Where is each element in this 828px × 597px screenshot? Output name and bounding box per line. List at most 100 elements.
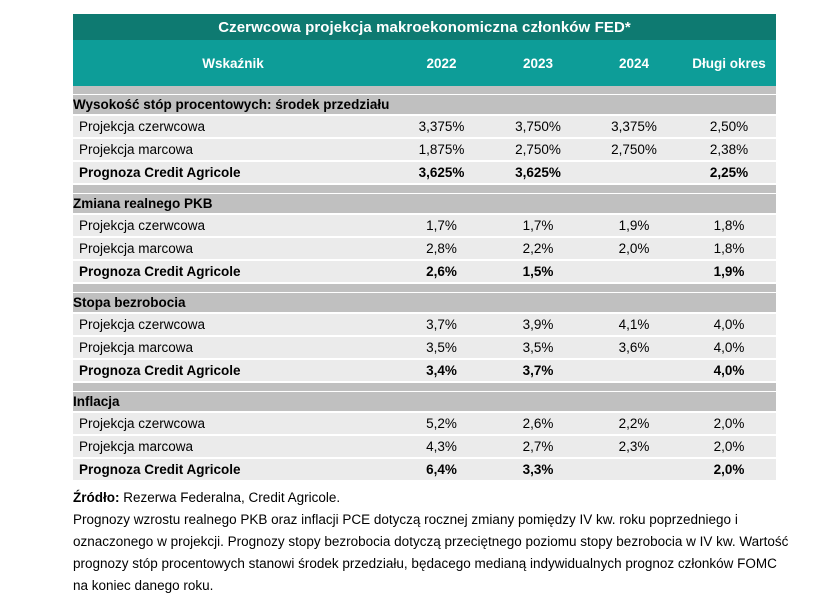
fed-projection-table-container: Czerwcowa projekcja makroekonomiczna czł… xyxy=(73,14,777,482)
source-line: Źródło: Rezerwa Federalna, Credit Agrico… xyxy=(73,487,793,509)
row-label: Projekcja marcowa xyxy=(73,436,393,459)
table-body: Wysokość stóp procentowych: środek przed… xyxy=(73,86,777,482)
value-cell: 5,2% xyxy=(393,413,490,436)
value-cell xyxy=(586,162,682,185)
section-spacer-row xyxy=(73,383,777,392)
table-row: Projekcja czerwcowa 1,7% 1,7% 1,9% 1,8% xyxy=(73,215,777,238)
row-label: Projekcja czerwcowa xyxy=(73,314,393,337)
value-cell: 3,7% xyxy=(393,314,490,337)
section-header: Stopa bezrobocia xyxy=(73,293,777,314)
value-cell: 2,750% xyxy=(586,139,682,162)
value-cell: 2,25% xyxy=(682,162,777,185)
section-header-row: Wysokość stóp procentowych: środek przed… xyxy=(73,95,777,116)
source-label: Źródło: xyxy=(73,490,120,505)
value-cell: 1,5% xyxy=(490,261,586,284)
value-cell: 2,6% xyxy=(393,261,490,284)
value-cell: 1,875% xyxy=(393,139,490,162)
row-label: Projekcja marcowa xyxy=(73,337,393,360)
section-header-row: Zmiana realnego PKB xyxy=(73,194,777,215)
value-cell: 2,50% xyxy=(682,116,777,139)
value-cell xyxy=(586,459,682,482)
table-title-row: Czerwcowa projekcja makroekonomiczna czł… xyxy=(73,14,777,40)
column-header-2022: 2022 xyxy=(393,40,490,86)
value-cell: 2,6% xyxy=(490,413,586,436)
row-label: Prognoza Credit Agricole xyxy=(73,162,393,185)
value-cell: 4,1% xyxy=(586,314,682,337)
value-cell: 6,4% xyxy=(393,459,490,482)
value-cell: 1,9% xyxy=(586,215,682,238)
section-header: Zmiana realnego PKB xyxy=(73,194,777,215)
section-spacer xyxy=(73,86,777,95)
column-header-2023: 2023 xyxy=(490,40,586,86)
value-cell: 2,2% xyxy=(586,413,682,436)
value-cell: 4,3% xyxy=(393,436,490,459)
row-label: Projekcja czerwcowa xyxy=(73,116,393,139)
value-cell: 3,625% xyxy=(393,162,490,185)
value-cell: 4,0% xyxy=(682,314,777,337)
table-row: Prognoza Credit Agricole 3,625% 3,625% 2,25… xyxy=(73,162,777,185)
value-cell: 2,38% xyxy=(682,139,777,162)
value-cell: 3,4% xyxy=(393,360,490,383)
section-header-row: Inflacja xyxy=(73,392,777,413)
value-cell: 2,0% xyxy=(682,413,777,436)
value-cell: 3,7% xyxy=(490,360,586,383)
section-spacer xyxy=(73,185,777,194)
section-spacer-row xyxy=(73,185,777,194)
methodology-note: Prognozy wzrostu realnego PKB oraz infla… xyxy=(73,512,789,593)
column-header-long-run: Długi okres xyxy=(682,40,777,86)
row-label: Projekcja czerwcowa xyxy=(73,413,393,436)
value-cell: 2,750% xyxy=(490,139,586,162)
row-label: Projekcja marcowa xyxy=(73,238,393,261)
table-row: Prognoza Credit Agricole 2,6% 1,5% 1,9% xyxy=(73,261,777,284)
value-cell: 2,8% xyxy=(393,238,490,261)
section-spacer xyxy=(73,383,777,392)
table-row: Projekcja marcowa 4,3% 2,7% 2,3% 2,0% xyxy=(73,436,777,459)
table-row: Projekcja marcowa 3,5% 3,5% 3,6% 4,0% xyxy=(73,337,777,360)
row-label: Prognoza Credit Agricole xyxy=(73,360,393,383)
section-header: Wysokość stóp procentowych: środek przed… xyxy=(73,95,777,116)
value-cell: 2,3% xyxy=(586,436,682,459)
table-title: Czerwcowa projekcja makroekonomiczna czł… xyxy=(73,14,777,40)
table-row: Projekcja marcowa 1,875% 2,750% 2,750% 2,38% xyxy=(73,139,777,162)
value-cell: 3,5% xyxy=(490,337,586,360)
value-cell: 3,5% xyxy=(393,337,490,360)
column-header-indicator: Wskaźnik xyxy=(73,40,393,86)
row-label: Projekcja czerwcowa xyxy=(73,215,393,238)
section-spacer-row xyxy=(73,86,777,95)
table-row: Projekcja czerwcowa 5,2% 2,6% 2,2% 2,0% xyxy=(73,413,777,436)
value-cell: 2,2% xyxy=(490,238,586,261)
row-label: Projekcja marcowa xyxy=(73,139,393,162)
value-cell: 1,7% xyxy=(393,215,490,238)
value-cell: 1,7% xyxy=(490,215,586,238)
value-cell: 2,7% xyxy=(490,436,586,459)
section-spacer-row xyxy=(73,284,777,293)
table-row: Prognoza Credit Agricole 3,4% 3,7% 4,0% xyxy=(73,360,777,383)
row-label: Prognoza Credit Agricole xyxy=(73,459,393,482)
value-cell: 2,0% xyxy=(586,238,682,261)
section-spacer xyxy=(73,284,777,293)
value-cell: 3,375% xyxy=(393,116,490,139)
value-cell: 1,8% xyxy=(682,215,777,238)
value-cell: 2,0% xyxy=(682,459,777,482)
value-cell: 1,8% xyxy=(682,238,777,261)
value-cell: 3,625% xyxy=(490,162,586,185)
value-cell: 3,750% xyxy=(490,116,586,139)
table-row: Projekcja czerwcowa 3,7% 3,9% 4,1% 4,0% xyxy=(73,314,777,337)
fed-projection-table: Czerwcowa projekcja makroekonomiczna czł… xyxy=(73,14,777,482)
table-row: Prognoza Credit Agricole 6,4% 3,3% 2,0% xyxy=(73,459,777,482)
row-label: Prognoza Credit Agricole xyxy=(73,261,393,284)
column-header-2024: 2024 xyxy=(586,40,682,86)
table-row: Projekcja czerwcowa 3,375% 3,750% 3,375% 2,5… xyxy=(73,116,777,139)
value-cell: 1,9% xyxy=(682,261,777,284)
value-cell: 3,9% xyxy=(490,314,586,337)
value-cell: 4,0% xyxy=(682,360,777,383)
value-cell xyxy=(586,261,682,284)
column-header-row: Wskaźnik 2022 2023 2024 Długi okres xyxy=(73,40,777,86)
value-cell: 2,0% xyxy=(682,436,777,459)
section-header-row: Stopa bezrobocia xyxy=(73,293,777,314)
source-text: Rezerwa Federalna, Credit Agricole. xyxy=(119,490,341,505)
value-cell xyxy=(586,360,682,383)
footnotes: Źródło: Rezerwa Federalna, Credit Agrico… xyxy=(73,487,793,597)
table-row: Projekcja marcowa 2,8% 2,2% 2,0% 1,8% xyxy=(73,238,777,261)
